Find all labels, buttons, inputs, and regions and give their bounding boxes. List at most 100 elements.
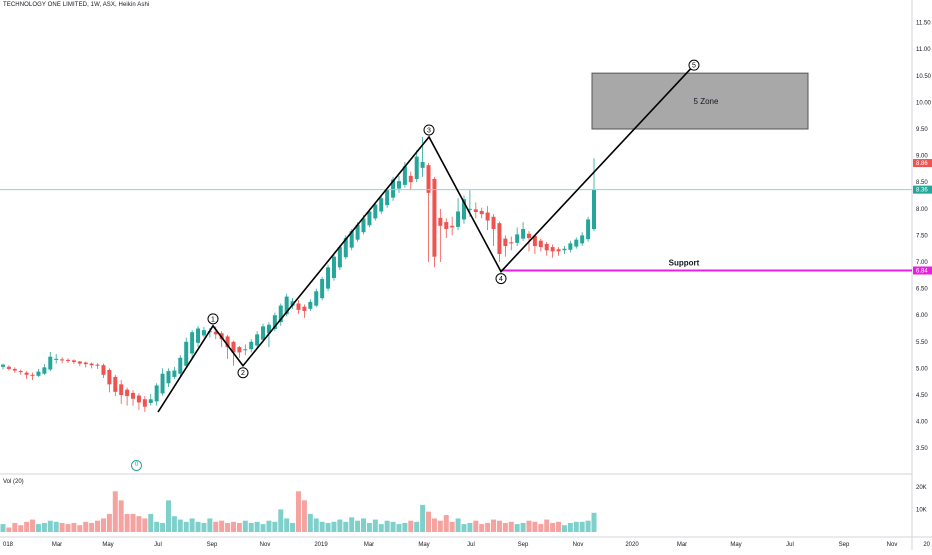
price-tick-label: 6.00 [916,313,928,319]
volume-bar [100,518,106,532]
candle-body [586,219,591,240]
candle-body [373,204,378,219]
candle-body [18,371,23,373]
volume-bar [242,520,248,532]
candle-body [361,218,366,233]
volume-bar [491,519,497,532]
volume-bar [142,518,148,532]
volume-bar [136,516,142,532]
volume-bar [337,519,343,532]
candle-body [467,208,472,210]
candle-body [396,181,401,189]
volume-bar [449,521,455,532]
candle-body [184,341,189,366]
candle-body [532,235,537,247]
volume-bar [437,520,443,532]
volume-bar [573,521,579,532]
candle-body [355,224,360,240]
candle-body [343,238,348,258]
volume-bar [313,518,319,532]
volume-bar [366,522,372,532]
time-tick-label: Sep [207,542,218,548]
volume-bar [538,524,544,532]
candle-body [113,376,118,392]
volume-bar [485,522,491,532]
candle-body [491,216,496,230]
volume-bar [514,524,520,532]
five-zone-label: 5 Zone [694,97,719,106]
candle-body [142,399,147,407]
volume-bar [396,524,402,532]
candle-body [95,364,100,366]
candle-body [196,328,201,343]
volume-bar [325,522,331,532]
candle-body [284,296,289,315]
volume-bar [414,521,420,532]
volume-bar [24,521,30,532]
volume-bar [118,500,124,532]
candle-body [485,212,490,221]
volume-bar [177,519,183,532]
candle-body [544,243,549,251]
price-tick-label: 5.50 [916,340,928,346]
wave-label-circle [495,273,507,285]
candle-body [71,360,76,363]
price-tick-label: 9.00 [916,154,928,160]
price-tick-label: 4.50 [916,393,928,399]
volume-bar [59,522,65,532]
volume-bar [473,520,479,532]
volume-bar [95,520,101,532]
price-tick-label: 10.50 [916,74,932,80]
support-price-badge: 6.84 [916,269,928,275]
candle-body [314,291,319,306]
price-tick-label: 11.00 [916,47,931,53]
candle-body [166,371,171,384]
volume-bar [556,521,562,532]
volume-bar [390,521,396,532]
volume-bar [361,518,367,532]
candle-body [550,247,555,252]
volume-bar [420,504,426,532]
time-tick-label: 2020 [625,542,639,548]
candle-body [261,326,266,340]
info-event-icon[interactable]: 0 [131,460,142,471]
volume-bar [272,521,278,532]
volume-bar [455,518,461,532]
candle-body [473,209,478,212]
volume-indicator-label[interactable]: Vol (20) [3,479,24,485]
volume-bar [561,525,567,532]
five-zone-box [591,72,809,130]
volume-bar [508,521,514,532]
volume-bar [355,520,361,532]
volume-bar [71,522,77,532]
wave-label-circle [207,313,219,325]
candle-body [592,189,596,230]
candle-body [278,305,283,323]
volume-bar [195,521,201,532]
volume-bar [408,520,414,532]
volume-bar [89,522,95,532]
candle-body [526,233,531,239]
candle-body [497,223,502,255]
wave-label-circle [688,59,700,71]
elliott-wave-line [157,64,695,413]
volume-bar [248,522,254,532]
time-tick-label: 018 [3,542,14,548]
support-label: Support [669,259,700,268]
volume-bar [165,500,171,532]
wave-label-5: 5 [692,63,696,70]
candle-body [461,199,466,220]
candle-body [266,324,271,334]
candle-body [556,249,561,252]
candle-body [148,399,153,403]
volume-bar [544,519,550,532]
price-tick-label: 11.50 [916,21,931,27]
price-tick-label: 7.50 [916,233,928,239]
volume-bar [130,513,136,532]
candle-body [538,240,543,248]
volume-bar [496,520,502,532]
candle-body [125,389,130,397]
volume-bar [83,521,89,532]
